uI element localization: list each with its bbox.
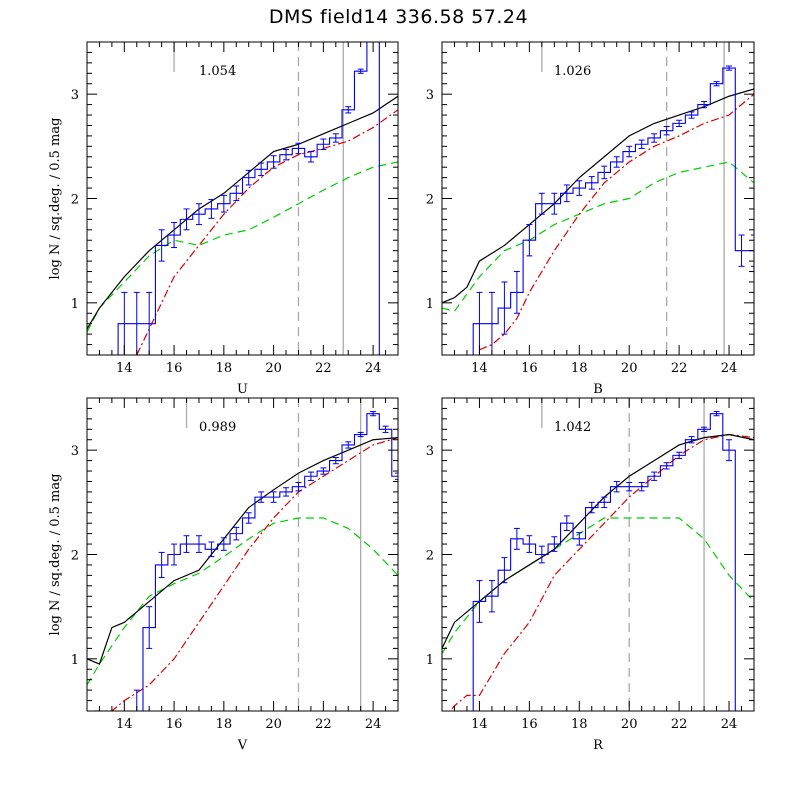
x-tick-label: 22: [671, 361, 688, 376]
y-tick-label: 1: [426, 653, 434, 668]
x-tick-label: 18: [571, 717, 588, 732]
y-tick-label: 3: [426, 88, 434, 103]
y-tick-label: 1: [71, 297, 79, 312]
model-green-series: [442, 517, 754, 654]
x-tick-label: 22: [315, 361, 332, 376]
y-tick-label: 1: [71, 653, 79, 668]
x-tick-label: 18: [216, 717, 233, 732]
y-tick-label: 2: [71, 549, 79, 564]
x-tick-label: 14: [471, 361, 488, 376]
ratio-label: 0.989: [199, 420, 236, 435]
x-tick-label: 24: [365, 361, 382, 376]
x-tick-label: 18: [216, 361, 233, 376]
x-axis-label: U: [237, 382, 248, 397]
y-tick-label: 3: [71, 88, 79, 103]
x-tick-label: 24: [721, 361, 738, 376]
model-green-series: [87, 517, 398, 686]
plot-body-U: [87, 42, 398, 355]
ratio-label: 1.054: [199, 64, 236, 79]
plot-body-R: [442, 398, 754, 711]
panel-frame: [86, 41, 399, 356]
data-histogram: [117, 42, 380, 355]
y-tick-label: 1: [426, 297, 434, 312]
y-tick-label: 2: [426, 193, 434, 208]
ratio-label: 1.042: [554, 420, 591, 435]
x-tick-label: 22: [315, 717, 332, 732]
x-tick-label: 20: [621, 717, 638, 732]
x-tick-label: 18: [571, 361, 588, 376]
y-tick-label: 3: [426, 444, 434, 459]
data-histogram: [472, 67, 754, 355]
y-axis-label: log N / sq.deg. / 0.5 mag: [48, 118, 63, 280]
x-tick-label: 24: [365, 717, 382, 732]
x-axis-label: R: [593, 738, 604, 753]
x-tick-label: 22: [671, 717, 688, 732]
model-total-series: [87, 437, 398, 665]
x-tick-label: 20: [621, 361, 638, 376]
x-tick-label: 14: [116, 717, 133, 732]
model-red-series: [479, 93, 754, 351]
model-total-series: [442, 88, 754, 304]
y-axis-label: log N / sq.deg. / 0.5 mag: [48, 474, 63, 636]
panel-R: 14 16 18 20 22 24 1 2 3 R 1.042: [426, 397, 755, 753]
plot-body-B: [442, 42, 754, 355]
model-red-series: [449, 433, 754, 711]
model-red-series: [136, 109, 398, 355]
plot-body-V: [87, 398, 398, 711]
y-tick-label: 2: [71, 193, 79, 208]
panel-B: 14 16 18 20 22 24 1 2 3 B 1.026: [426, 41, 755, 397]
x-axis-label: B: [593, 382, 603, 397]
x-tick-label: 16: [166, 717, 183, 732]
ratio-label: 1.026: [554, 64, 591, 79]
model-total-series: [87, 95, 398, 330]
panel-frame: [441, 397, 755, 712]
panel-frame: [441, 41, 755, 356]
x-tick-label: 16: [521, 717, 538, 732]
x-tick-label: 16: [521, 361, 538, 376]
x-tick-label: 20: [265, 361, 282, 376]
x-tick-label: 14: [471, 717, 488, 732]
model-green-series: [87, 161, 398, 333]
y-tick-label: 2: [426, 549, 434, 564]
model-total-series: [442, 433, 754, 649]
x-tick-label: 24: [721, 717, 738, 732]
x-tick-label: 14: [116, 361, 133, 376]
x-tick-label: 16: [166, 361, 183, 376]
model-red-series: [94, 437, 398, 711]
data-histogram: [472, 413, 736, 711]
x-axis-label: V: [237, 738, 248, 753]
page-title: DMS field14 336.58 57.24: [268, 6, 529, 28]
y-tick-label: 3: [71, 444, 79, 459]
x-tick-label: 20: [265, 717, 282, 732]
model-green-series: [442, 161, 754, 312]
